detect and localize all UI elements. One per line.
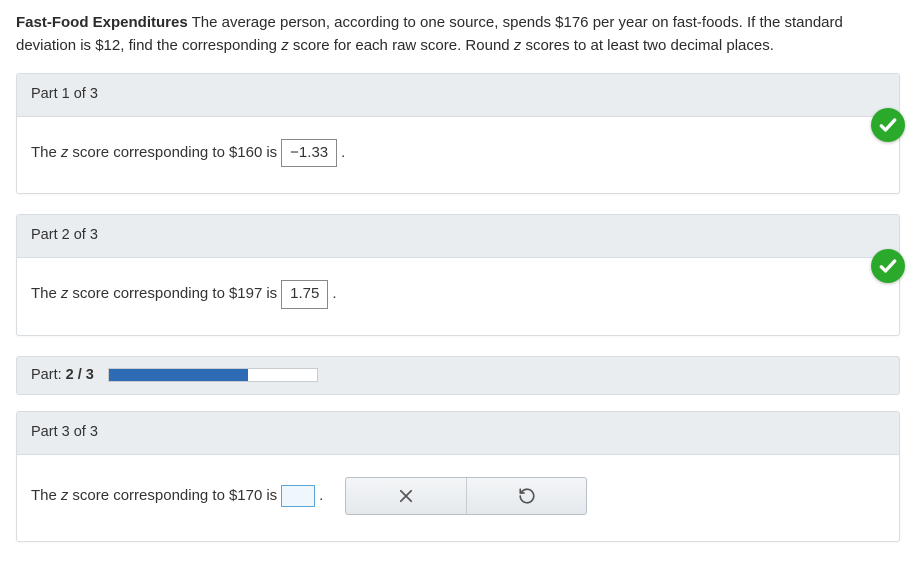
part-2-header: Part 2 of 3	[17, 215, 899, 258]
part-2-body: The z score corresponding to $197 is 1.7…	[17, 258, 899, 335]
part-2-correct-badge	[871, 249, 905, 283]
part-1-header: Part 1 of 3	[17, 74, 899, 117]
progress-bar	[108, 368, 318, 382]
answer-toolbar	[345, 477, 587, 515]
part-1-card: Part 1 of 3 The z score corresponding to…	[16, 73, 900, 194]
part-3-body: The z score corresponding to $170 is .	[17, 455, 899, 541]
part-3-answer-input[interactable]	[281, 485, 315, 507]
part-2-card: Part 2 of 3 The z score corresponding to…	[16, 214, 900, 335]
part-1-body: The z score corresponding to $160 is −1.…	[17, 117, 899, 194]
check-icon	[878, 256, 898, 276]
clear-icon	[397, 487, 415, 505]
part-2-answer: 1.75	[281, 280, 328, 309]
question-prompt: Fast-Food Expenditures The average perso…	[16, 12, 900, 57]
part-3-card: Part 3 of 3 The z score corresponding to…	[16, 411, 900, 542]
progress-fill	[109, 369, 248, 381]
part-1-correct-badge	[871, 108, 905, 142]
progress-row: Part: 2 / 3	[16, 356, 900, 396]
reset-icon	[518, 487, 536, 505]
part-3-header: Part 3 of 3	[17, 412, 899, 455]
progress-label: Part: 2 / 3	[31, 365, 94, 387]
reset-button[interactable]	[466, 478, 586, 514]
check-icon	[878, 115, 898, 135]
prompt-title: Fast-Food Expenditures	[16, 14, 188, 31]
part-1-answer: −1.33	[281, 139, 337, 168]
clear-button[interactable]	[346, 478, 466, 514]
